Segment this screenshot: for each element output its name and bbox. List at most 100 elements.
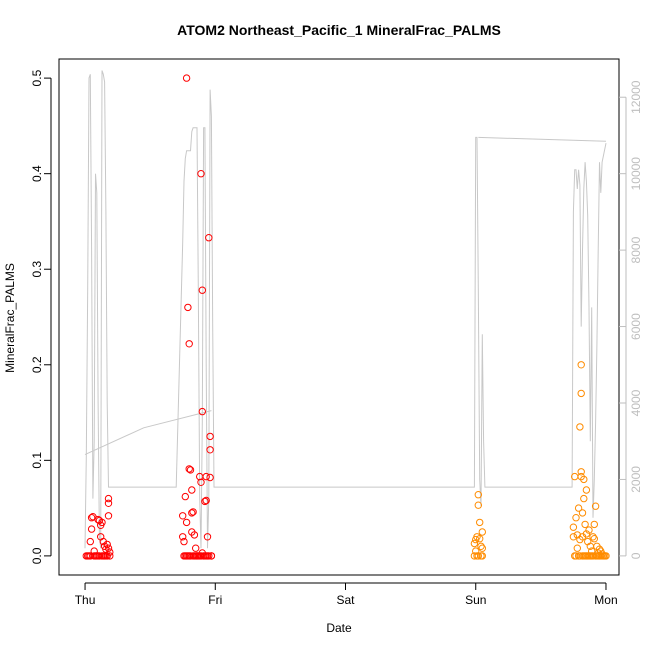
- data-point: [198, 407, 207, 416]
- y-tick-label: 0.5: [30, 69, 44, 86]
- data-point: [103, 552, 111, 560]
- data-point: [574, 504, 583, 512]
- data-point: [202, 472, 210, 481]
- data-point: [185, 340, 193, 348]
- data-point: [590, 520, 598, 529]
- data-point: [585, 526, 593, 534]
- data-point: [573, 544, 581, 552]
- data-point: [104, 499, 113, 507]
- data-point: [180, 537, 188, 546]
- data-point: [470, 539, 479, 548]
- x-axis: Thu Fri Sat Sun Mon: [75, 582, 618, 607]
- data-point: [578, 509, 587, 517]
- chart-title: ATOM2 Northeast_Pacific_1 MineralFrac_PA…: [177, 22, 501, 38]
- x-tick-label: Sat: [337, 593, 356, 607]
- secondary-y-tick-label: 10000: [629, 157, 643, 191]
- data-point: [589, 533, 597, 541]
- data-point: [104, 494, 113, 503]
- data-point: [186, 466, 195, 474]
- x-tick-label: Fri: [208, 593, 222, 607]
- data-point: [569, 533, 578, 541]
- data-point: [577, 361, 585, 369]
- data-point: [580, 475, 588, 484]
- data-point: [188, 486, 196, 494]
- data-point: [582, 530, 591, 538]
- data-point: [192, 544, 200, 552]
- data-point: [181, 492, 190, 501]
- data-point: [474, 491, 482, 499]
- data-point: [189, 508, 197, 516]
- x-tick-label: Thu: [75, 593, 96, 607]
- data-point: [98, 518, 106, 527]
- data-point: [87, 514, 96, 522]
- data-point: [569, 523, 578, 531]
- data-point: [182, 74, 191, 82]
- data-point: [185, 465, 193, 473]
- data-point: [198, 286, 207, 294]
- data-point: [190, 531, 199, 539]
- x-tick-label: Sun: [465, 593, 486, 607]
- data-point: [205, 234, 213, 242]
- data-points-layer: [82, 74, 610, 560]
- data-point: [206, 446, 214, 454]
- data-point: [590, 535, 598, 543]
- data-point: [197, 478, 205, 486]
- data-point: [179, 533, 187, 541]
- y-tick-label: 0.1: [30, 452, 44, 469]
- data-point: [577, 389, 585, 398]
- secondary-y-tick-label: 6000: [629, 313, 643, 340]
- data-point: [106, 552, 114, 560]
- altitude-line-segment: [84, 410, 212, 456]
- secondary-y-tick-label: 8000: [629, 236, 643, 263]
- data-point: [104, 512, 113, 520]
- altitude-line-segment: [478, 136, 607, 142]
- secondary-y-axis: 0 2000 4000 6000 8000 10000 12000: [619, 80, 643, 559]
- data-point: [580, 494, 588, 503]
- data-point: [87, 525, 96, 533]
- secondary-y-tick-label: 2000: [629, 466, 643, 493]
- secondary-y-tick-label: 4000: [629, 389, 643, 416]
- data-point: [201, 497, 209, 506]
- data-point: [602, 552, 610, 560]
- data-point: [184, 303, 192, 312]
- data-point: [182, 518, 191, 527]
- altitude-line: [84, 70, 607, 549]
- data-point: [591, 502, 600, 510]
- data-point: [477, 542, 485, 550]
- data-point: [476, 535, 484, 543]
- data-point: [207, 552, 216, 560]
- data-point: [206, 473, 214, 482]
- secondary-y-tick-label: 0: [629, 552, 643, 559]
- data-point: [588, 547, 596, 555]
- data-point: [478, 528, 486, 536]
- data-point: [476, 518, 484, 527]
- secondary-y-tick-label: 12000: [629, 80, 643, 114]
- data-point: [582, 486, 591, 494]
- data-point: [197, 170, 205, 178]
- y-tick-label: 0.2: [30, 356, 44, 373]
- plot-frame: [58, 58, 620, 576]
- data-point: [581, 520, 589, 529]
- data-point: [103, 540, 111, 549]
- data-point: [478, 544, 486, 552]
- data-point: [577, 468, 585, 476]
- y-axis-label: MineralFrac_PALMS: [3, 263, 17, 373]
- data-point: [106, 548, 114, 556]
- data-point: [572, 514, 580, 522]
- data-point: [203, 533, 212, 541]
- data-point: [86, 537, 95, 546]
- x-axis-label: Date: [326, 621, 352, 635]
- altitude-line-layer: [84, 70, 607, 549]
- data-point: [474, 552, 482, 560]
- y-tick-label: 0.3: [30, 261, 44, 278]
- data-point: [474, 501, 482, 509]
- data-point: [478, 552, 486, 560]
- data-point: [202, 496, 210, 505]
- data-point: [206, 432, 214, 441]
- y-tick-label: 0.0: [30, 547, 44, 564]
- data-point: [576, 423, 584, 431]
- x-tick-label: Mon: [594, 593, 617, 607]
- data-point: [179, 512, 187, 520]
